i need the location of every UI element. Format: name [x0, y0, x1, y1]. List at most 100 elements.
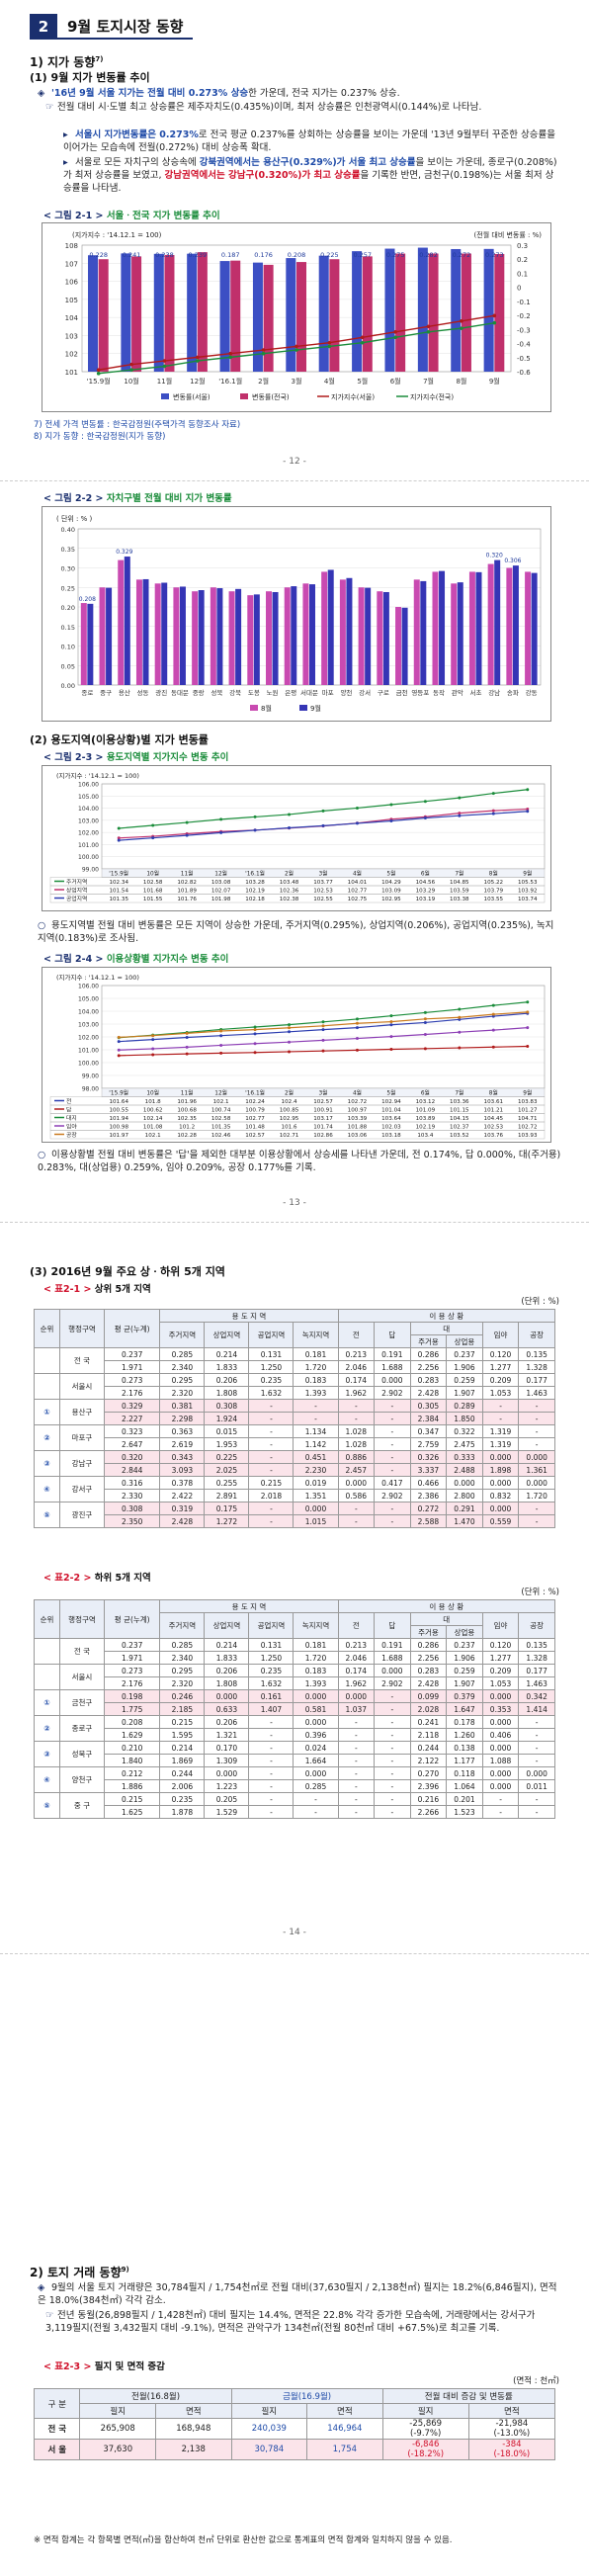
value-cell: - [337, 1715, 376, 1729]
chart-zone-index: (지가지수 : '14.12.1 = 100) 106.00 105.00 104.0… [42, 765, 551, 911]
x-tick-label: 2월 [258, 377, 269, 386]
bar-seoul [219, 261, 230, 372]
line-point [288, 1030, 292, 1034]
col-site-group: 대 [409, 1322, 483, 1335]
col-paddy: 답 [374, 1322, 411, 1348]
col-field: 전 [337, 1612, 376, 1639]
line-point [458, 1007, 462, 1011]
heading-land-price: 1) 지가 동향7) [30, 53, 103, 70]
table-cell: 101.98 [211, 897, 231, 902]
value-cell: 2.396 [409, 1779, 448, 1793]
table-cell: 101.08 [143, 1125, 163, 1131]
x-tick-label: 5월 [386, 870, 395, 878]
value-cell: 265,908 [79, 2418, 157, 2440]
value-cell: 1.971 [103, 1651, 161, 1665]
region-cell: 중 구 [58, 1792, 106, 1819]
bar-sep [512, 565, 519, 685]
x-tick-label: 10월 [124, 377, 138, 386]
col-industrial: 공업지역 [248, 1322, 294, 1348]
line-seoul-index-point [294, 344, 298, 349]
value-cell: 0.235 [248, 1373, 294, 1387]
value-cell: 1.407 [248, 1702, 294, 1716]
x-tick-label: 영등포 [411, 688, 429, 697]
value-cell: 1.808 [204, 1386, 250, 1400]
line-point [253, 828, 257, 832]
value-cell: 1.688 [374, 1651, 411, 1665]
x-tick-label: 6월 [421, 870, 430, 878]
y-tick-label: 0.30 [61, 565, 75, 573]
x-tick-label: 서대문 [300, 688, 318, 697]
page-number-13: - 13 - [283, 1198, 306, 1208]
x-tick-label: 5월 [386, 1089, 395, 1097]
value-cell: 0.135 [518, 1638, 555, 1652]
line-point [526, 1000, 530, 1004]
x-tick-label: '16.1월 [245, 870, 265, 878]
legend-swatch [240, 393, 248, 399]
value-cell: 0.206 [204, 1664, 250, 1677]
value-cell: 0.832 [481, 1489, 520, 1503]
value-cell: - [248, 1728, 294, 1742]
line-point [458, 1015, 462, 1019]
value-cell: 0.216 [409, 1792, 448, 1806]
data-label: 0.228 [89, 251, 108, 259]
bar-sep [475, 571, 482, 685]
bar-sep [106, 587, 113, 685]
value-cell: 2.488 [446, 1463, 483, 1477]
value-cell: 0.215 [103, 1792, 161, 1806]
caption-text: 이용상황별 지가지수 변동 추이 [106, 954, 229, 965]
line-series [119, 1012, 528, 1043]
table-row: ① 금천구 0.198 0.246 0.000 0.161 0.000 0.000-0.099… [34, 1689, 555, 1716]
x-tick-label: 도봉 [248, 689, 260, 697]
y-tick-label: 100.00 [78, 1061, 99, 1068]
table-cell: 102.07 [211, 889, 231, 895]
bar-national [362, 256, 373, 372]
value-cell: 1.720 [293, 1651, 339, 1665]
line-point [253, 1025, 257, 1029]
table-cell: 102.72 [348, 1099, 368, 1105]
col-site-residential: 주거용 [409, 1625, 448, 1639]
value-cell: 0.347 [409, 1424, 448, 1438]
table-cell: 102.95 [280, 1116, 299, 1122]
table-cell: 102.14 [143, 1116, 163, 1122]
value-cell: 0.225 [204, 1450, 250, 1464]
line-point [117, 1054, 121, 1058]
value-cell: 1.328 [518, 1360, 555, 1374]
value-cell: 168,948 [155, 2418, 232, 2440]
x-tick-label: 강서 [359, 688, 371, 697]
y-tick-label: 101.00 [78, 1048, 99, 1055]
bar-aug [321, 571, 328, 685]
value-cell: 0.177 [518, 1664, 555, 1677]
table-cell: 103.79 [484, 889, 504, 895]
col-avg: 평 균(누계) [103, 1599, 161, 1639]
value-cell: - [374, 1702, 411, 1716]
bar-national [197, 252, 208, 372]
bar-aug [154, 583, 161, 685]
table-cell: 102.1 [213, 1099, 229, 1105]
arrow-icon: ☞ [45, 2310, 54, 2321]
y-tick-left: 108 [65, 242, 78, 250]
line-point [288, 825, 292, 829]
x-tick-label: 6월 [390, 377, 401, 386]
data-label: 0.208 [79, 596, 96, 603]
bar-aug [135, 579, 142, 685]
y-tick-right: 0.1 [517, 270, 528, 278]
line-point [423, 816, 427, 820]
value-cell: -6,846 (-18.2%) [381, 2439, 469, 2460]
line-point [526, 1044, 530, 1048]
table-cell: 102.34 [109, 880, 128, 886]
line-national-index-point [294, 348, 298, 352]
value-cell: - [518, 1792, 555, 1806]
value-cell: 0.000 [337, 1476, 376, 1490]
value-cell: - [337, 1741, 376, 1755]
line-point [423, 1010, 427, 1014]
region-cell: 성북구 [58, 1741, 106, 1767]
y-tick-right: 0 [517, 285, 521, 293]
value-cell: 0.174 [337, 1373, 376, 1387]
y-tick-label: 98.00 [82, 1086, 99, 1093]
line-point [185, 1052, 189, 1056]
x-tick-label: 2월 [285, 1089, 294, 1097]
col-parcels: 필지 [79, 2403, 157, 2419]
value-cell: 2.428 [409, 1386, 448, 1400]
line-point [458, 796, 462, 800]
triangle-icon: ▸ [63, 157, 68, 168]
